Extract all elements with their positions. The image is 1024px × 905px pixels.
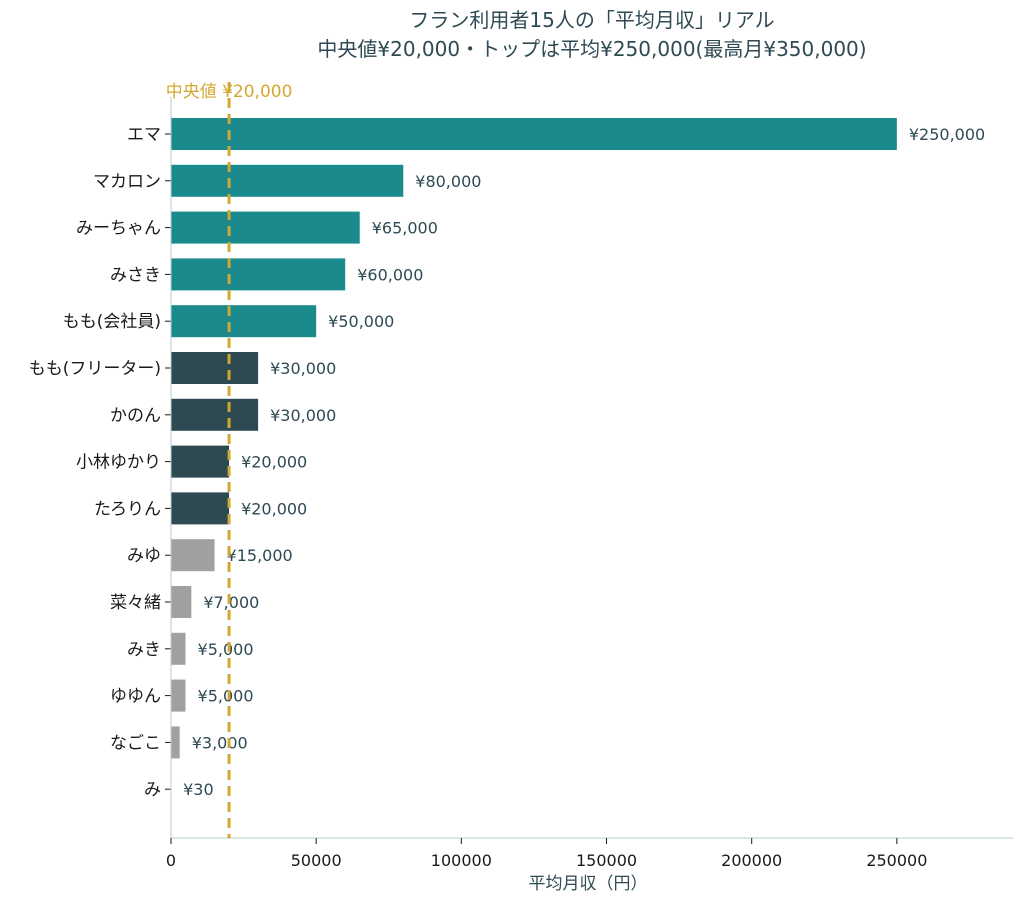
x-tick-label: 0 (166, 851, 176, 870)
bar (171, 398, 259, 431)
chart-title: フラン利用者15人の「平均月収」リアル (409, 8, 774, 32)
value-label: ¥80,000 (415, 172, 481, 191)
category-label: なごこ (110, 733, 161, 753)
category-label: みゆ (127, 546, 161, 566)
bar (171, 164, 404, 197)
value-label: ¥3,000 (192, 733, 248, 752)
category-label: 小林ゆかり (76, 453, 161, 473)
bar (171, 726, 180, 759)
value-label: ¥50,000 (328, 312, 394, 331)
bar (171, 118, 897, 150)
category-label: み (144, 780, 161, 800)
x-tick-label: 150000 (576, 851, 637, 870)
value-label: ¥60,000 (357, 265, 423, 284)
value-label: ¥30,000 (270, 359, 336, 378)
category-label: みき (127, 640, 161, 660)
median-layer: 中央値 ¥20,000 (166, 82, 293, 838)
bar (171, 492, 230, 525)
category-label: もも(フリーター) (29, 359, 161, 379)
bar (171, 258, 346, 291)
category-label: かのん (110, 406, 161, 426)
x-tick-label: 100000 (431, 851, 492, 870)
bar (171, 211, 360, 244)
category-label: マカロン (93, 172, 161, 192)
x-tick-label: 250000 (866, 851, 927, 870)
category-label: エマ (127, 125, 161, 145)
value-label: ¥250,000 (909, 125, 985, 144)
value-label: ¥20,000 (241, 453, 307, 472)
value-label: ¥5,000 (198, 640, 254, 659)
value-label: ¥30,000 (270, 406, 336, 425)
bar (171, 586, 192, 618)
value-label: ¥7,000 (203, 593, 259, 612)
value-label: ¥20,000 (241, 499, 307, 518)
bar (171, 352, 259, 384)
category-label: みーちゃん (76, 219, 161, 239)
category-label: みさき (110, 265, 161, 285)
bar (171, 632, 186, 665)
value-label: ¥15,000 (227, 546, 293, 565)
bar (171, 445, 230, 478)
bar (171, 305, 317, 338)
category-label: 菜々緒 (110, 593, 161, 613)
category-label: たろりん (94, 499, 161, 519)
value-label: ¥65,000 (372, 219, 438, 238)
x-tick-label: 200000 (721, 851, 782, 870)
x-tick-label: 50000 (291, 851, 342, 870)
bar (171, 539, 215, 572)
x-axis-title: 平均月収（円） (529, 874, 648, 894)
value-label: ¥5,000 (198, 687, 254, 706)
bar (171, 679, 186, 712)
chart-subtitle: 中央値¥20,000・トップは平均¥250,000(最高月¥350,000) (317, 37, 866, 61)
category-label: もも(会社員) (63, 312, 161, 332)
bars-layer: ¥250,000 ¥80,000 ¥65,000 ¥60,000 ¥50,000 ¥30,… (171, 118, 985, 806)
value-label: ¥30 (183, 780, 214, 799)
category-label: ゆゆん (110, 687, 161, 707)
median-label: 中央値 ¥20,000 (166, 82, 293, 102)
